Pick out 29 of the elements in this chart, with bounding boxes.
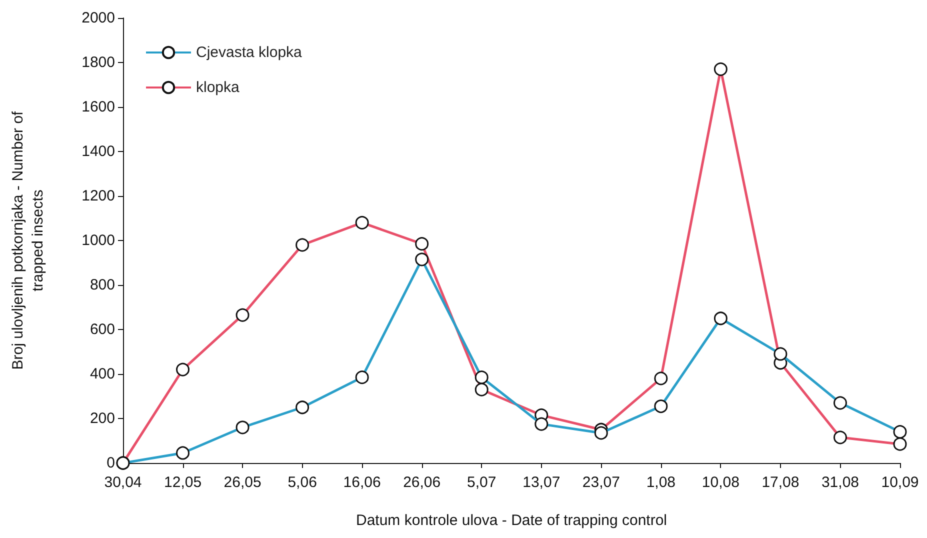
x-tick-label: 16,06 bbox=[343, 474, 381, 491]
y-tick-label: 1000 bbox=[82, 232, 115, 249]
x-tick-label: 5,06 bbox=[288, 474, 317, 491]
y-tick-label: 600 bbox=[90, 321, 115, 338]
y-tick-label: 0 bbox=[106, 454, 115, 472]
y-tick-label: 1800 bbox=[82, 54, 115, 71]
x-tick-label: 1,08 bbox=[646, 474, 676, 491]
legend-label: klopka bbox=[196, 79, 240, 96]
x-tick-label: 26,06 bbox=[403, 474, 441, 491]
x-tick-label: 23,07 bbox=[582, 474, 620, 491]
y-tick-label: 800 bbox=[90, 276, 115, 294]
legend-label: Cjevasta klopka bbox=[196, 44, 303, 61]
x-tick-label: 10,09 bbox=[881, 474, 919, 491]
x-tick-label: 26,05 bbox=[224, 474, 262, 491]
y-axis-title: Broj ulovljenih potkornjaka - Number of trapped insects bbox=[10, 110, 46, 370]
y-tick-label: 1200 bbox=[82, 188, 115, 204]
y-tick-label: 1600 bbox=[82, 98, 115, 116]
x-tick-label: 13,07 bbox=[522, 474, 560, 491]
y-tick-label: 200 bbox=[90, 410, 115, 427]
x-tick-label: 12,05 bbox=[164, 474, 202, 491]
y-tick-label: 1400 bbox=[82, 143, 115, 160]
x-tick-label: 10,08 bbox=[702, 474, 740, 491]
x-tick-label: 31,08 bbox=[821, 474, 860, 491]
y-tick-label: 400 bbox=[90, 366, 115, 382]
x-tick-label: 17,08 bbox=[762, 474, 800, 491]
x-tick-label: 30,04 bbox=[104, 474, 142, 491]
x-axis-title: Datum kontrole ulova - Date of trapping control bbox=[356, 512, 667, 529]
x-tick-label: 5,07 bbox=[467, 474, 496, 491]
y-tick-label: 2000 bbox=[82, 10, 115, 26]
